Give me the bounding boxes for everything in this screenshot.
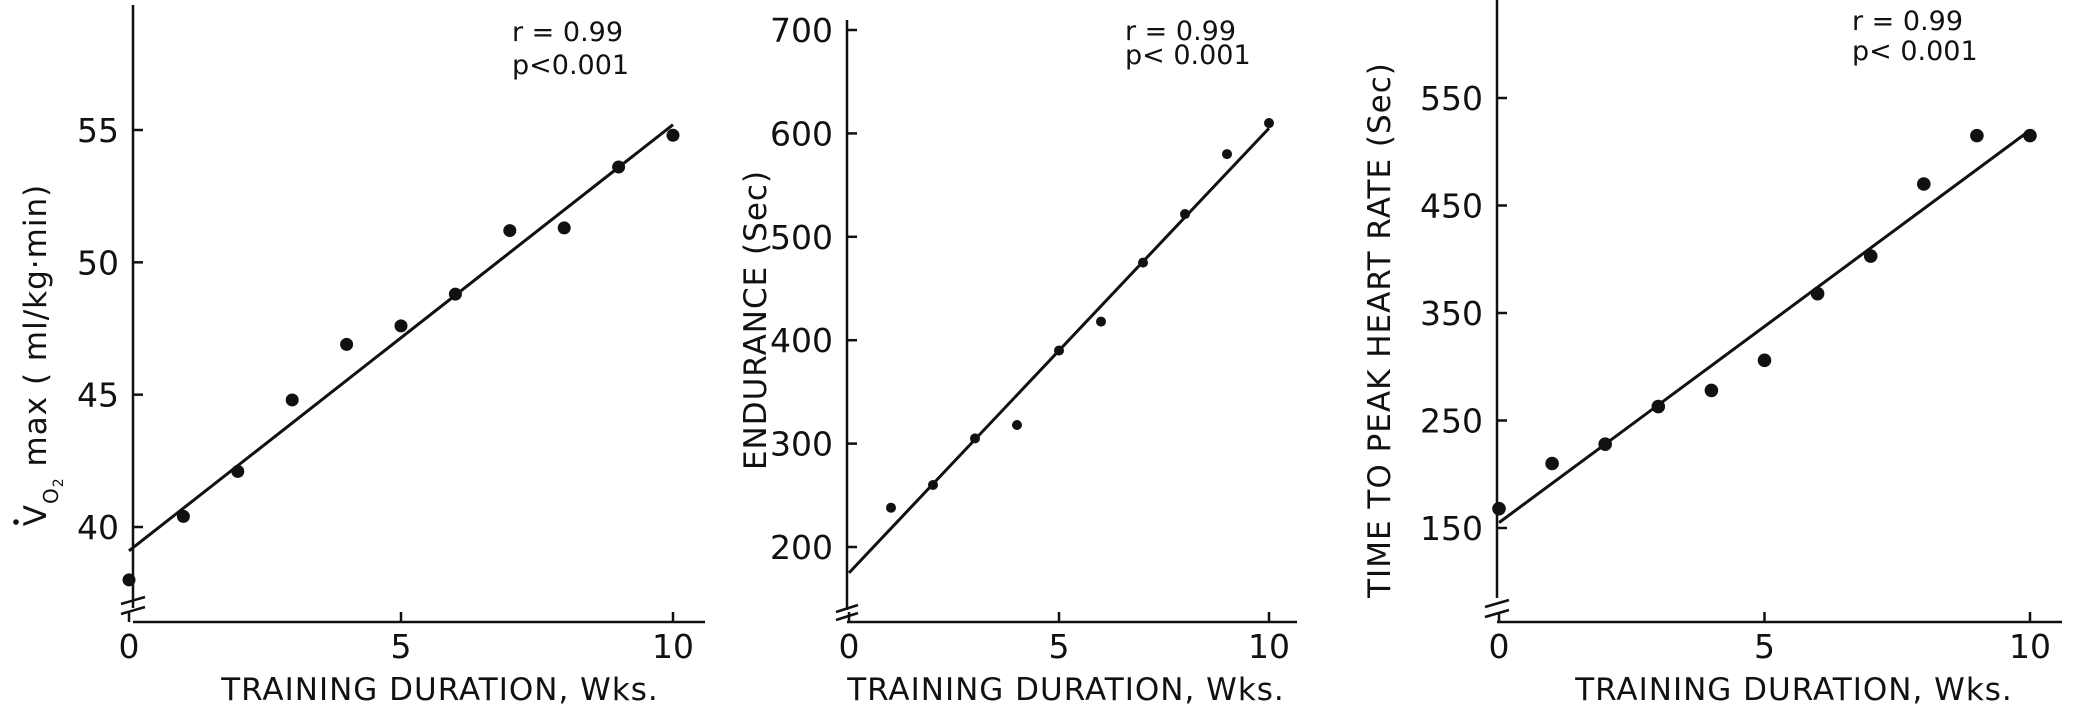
data-point [1757,353,1772,368]
axis-break-mark [120,595,146,616]
data-point [1545,456,1559,471]
axis-break-mark [1484,598,1510,619]
data-point [1810,286,1825,301]
y-tick-label: 50 [77,243,119,282]
y-tick-label: 350 [1420,294,1483,333]
x-tick-label: 0 [119,627,140,666]
tick-labels: 0 5 10 200 300 400 500 600 700 [770,11,1290,666]
data-point [1863,249,1878,263]
ticks [847,28,1271,622]
x-tick-label: 10 [1248,627,1290,666]
y-tick-label: 250 [1420,402,1483,441]
data-point [1704,383,1719,398]
y-tick-label: 45 [77,376,119,415]
data-point [928,479,938,490]
data-point [1651,399,1666,414]
correlation-r: r = 0.99 [512,17,623,48]
data-point [394,319,408,333]
y-tick-label: 450 [1420,187,1483,226]
data-point [1917,177,1931,191]
data-point [666,128,680,142]
x-tick-label: 0 [839,627,860,666]
y-axis-title: VO2 max ( ml/kg·min) [18,184,67,526]
data-point [1138,257,1148,268]
data-points [1492,128,2037,516]
x-tick-label: 0 [1489,627,1510,666]
data-point [448,287,462,301]
data-point [1180,209,1190,220]
y-tick-label: 150 [1420,509,1483,548]
y-tick-label: 600 [770,114,833,153]
y-tick-label: 55 [77,111,119,150]
x-axis-title: TRAINING DURATION, Wks. [1574,672,2013,708]
data-point [886,502,896,513]
regression-line [1498,129,2031,524]
vo2max-panel: 0 5 10 40 45 50 55 TRAINING DURATION, Wks. VO2… [13,5,705,708]
data-point [1264,118,1274,129]
ylabel-dot [13,519,19,525]
ticks [127,128,675,622]
tick-labels: 0 5 10 150 250 350 450 550 [1420,79,2051,666]
data-point [340,337,354,351]
correlation-r: r = 0.99 [1852,6,1963,37]
y-tick-label: 500 [770,218,833,257]
tick-labels: 0 5 10 40 45 50 55 [77,111,694,666]
y-tick-label: 550 [1420,79,1483,118]
x-tick-label: 10 [2009,627,2051,666]
data-point [285,393,299,407]
x-axis-title: TRAINING DURATION, Wks. [220,672,659,708]
data-point [1096,316,1106,327]
y-tick-label: 300 [770,425,833,464]
data-point [612,160,626,174]
regression-line [128,123,674,553]
time-to-peak-hr-panel: 0 5 10 150 250 350 450 550 TRAINING DURATION, W… [1362,0,2062,708]
data-point [1222,149,1232,160]
x-axis-title: TRAINING DURATION, Wks. [846,672,1285,708]
y-tick-label: 40 [77,508,119,547]
x-tick-label: 5 [1049,627,1070,666]
data-point [1970,128,1984,143]
y-tick-label: 200 [770,528,833,567]
correlation-r: r = 0.99 [1125,16,1236,47]
y-tick-label: 400 [770,321,833,360]
data-points [122,128,680,587]
axis-break-mark [835,603,859,622]
data-point [557,221,571,235]
y-axis-title: ENDURANCE (Sec) [738,170,774,470]
endurance-panel: 0 5 10 200 300 400 500 600 700 TRAINING DURATION… [738,11,1297,708]
data-point [122,573,136,587]
data-point [231,464,245,478]
x-tick-label: 5 [1754,627,1775,666]
data-point [176,509,190,523]
data-point [1012,419,1022,430]
y-tick-label: 700 [770,11,833,50]
p-value: p< 0.001 [1125,40,1251,71]
p-value: p< 0.001 [1852,36,1978,67]
data-point [503,224,517,238]
data-point [1598,437,1612,451]
data-point [1492,501,1506,516]
data-point [1054,345,1064,356]
y-axis-title: TIME TO PEAK HEART RATE (Sec) [1362,62,1398,599]
data-point [2023,128,2037,143]
x-tick-label: 10 [652,627,694,666]
p-value: p<0.001 [512,50,629,81]
x-tick-label: 5 [391,627,412,666]
data-point [970,433,980,444]
ticks [1497,96,2032,622]
data-points [886,118,1274,513]
